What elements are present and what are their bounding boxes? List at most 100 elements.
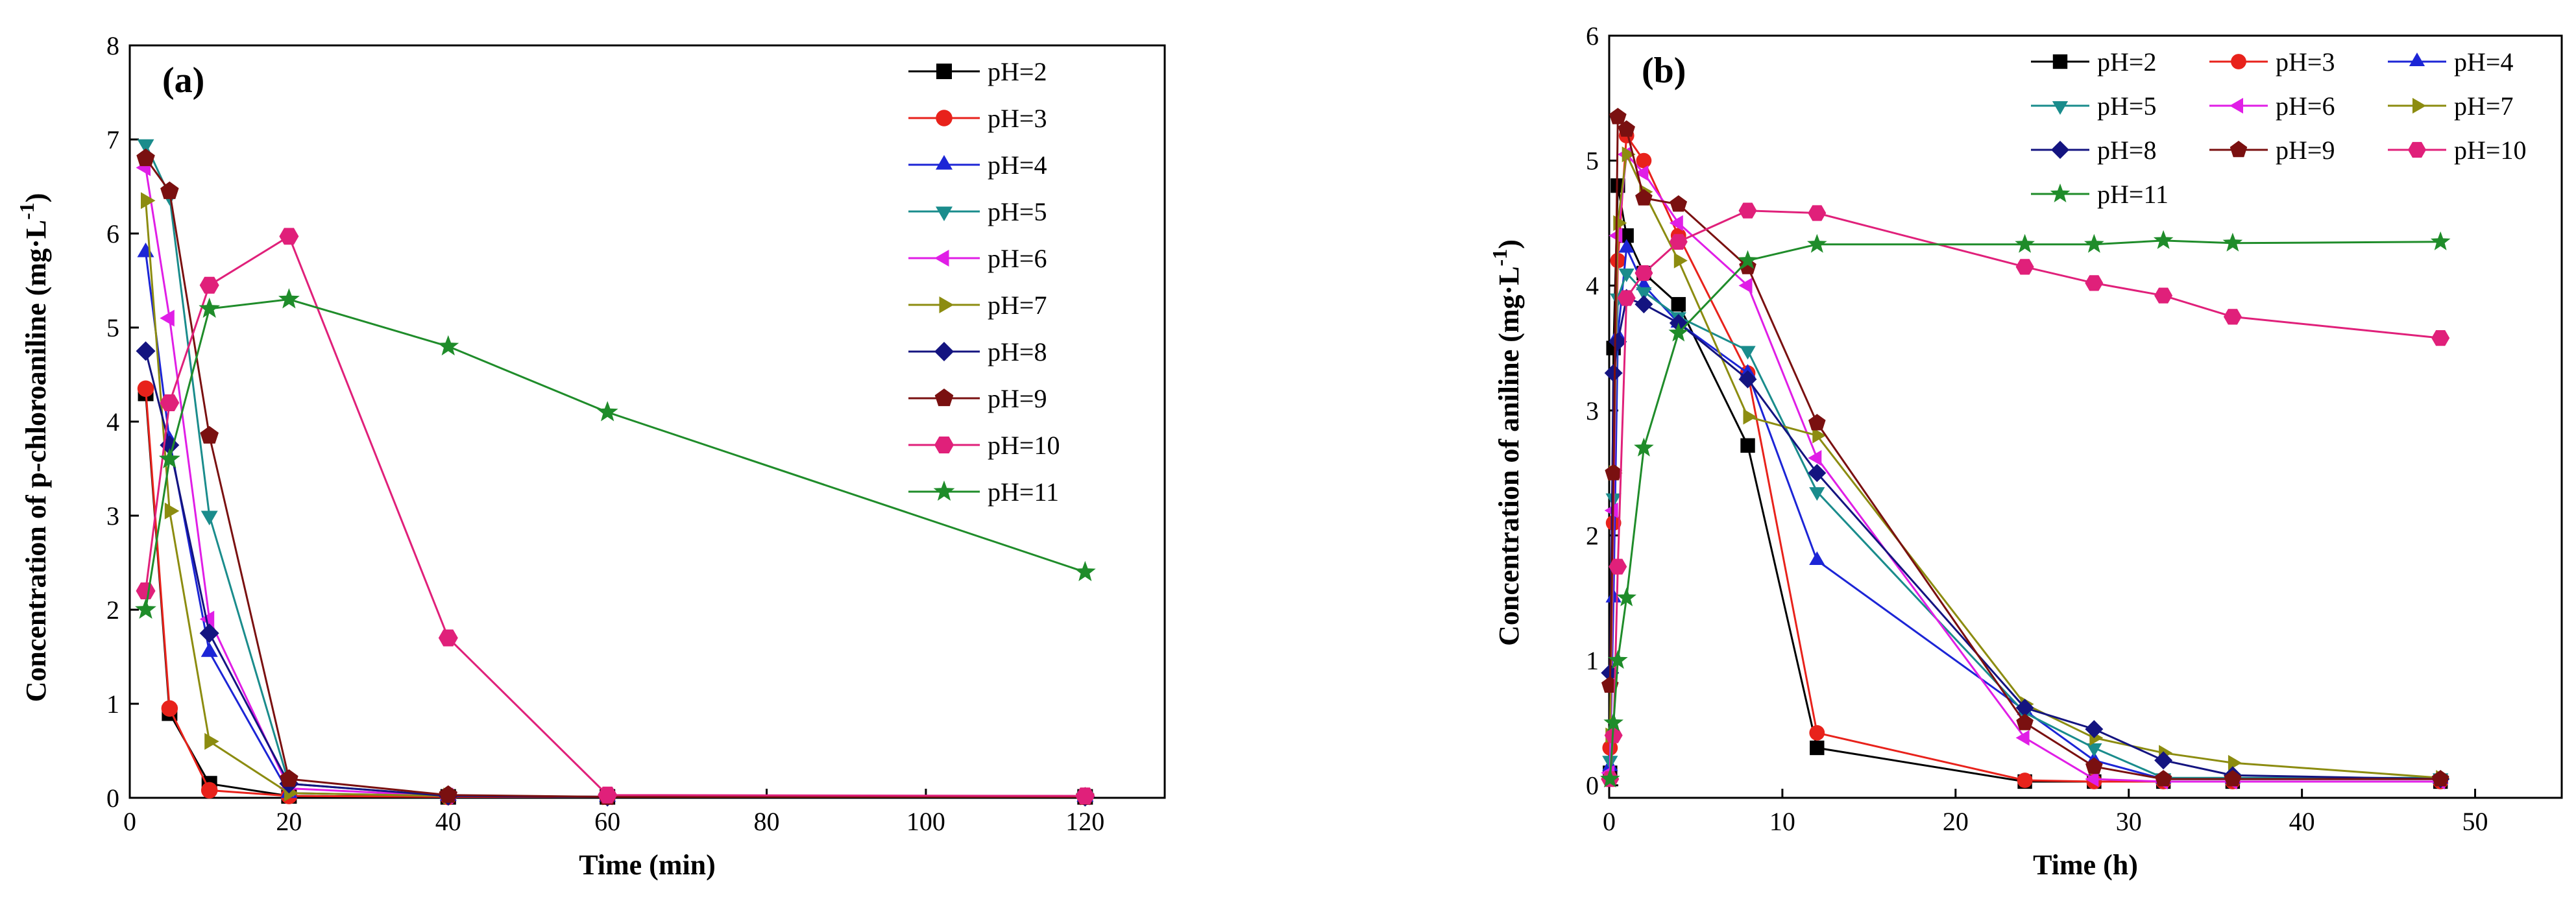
y-axis-title-main: Concentration of p-chloroaniline (mg·L [20, 220, 52, 702]
plot-frame [1608, 34, 2563, 799]
legend-label: pH=3 [2276, 47, 2335, 77]
y-axis-title-suffix: ) [1493, 239, 1525, 249]
legend-label: pH=9 [988, 384, 1047, 413]
series-ph-9 [136, 149, 1095, 805]
data-point [2017, 773, 2033, 788]
data-point [439, 785, 457, 803]
series-line [1609, 132, 2441, 783]
data-point [1738, 278, 1753, 294]
legend-item: pH=10 [908, 431, 1060, 460]
legend-item: pH=2 [908, 57, 1047, 86]
data-point [1808, 450, 1822, 466]
data-point [1617, 290, 1636, 306]
data-point [1670, 195, 1688, 212]
data-point [1809, 725, 1825, 741]
data-point [1809, 487, 1825, 501]
data-point [2015, 699, 2034, 717]
series-line [145, 393, 1086, 798]
data-point [1634, 165, 1649, 181]
legend-label: pH=2 [988, 57, 1047, 86]
legend-item: pH=5 [2031, 91, 2156, 121]
data-point [160, 394, 180, 411]
data-point [2228, 754, 2242, 771]
data-point [1636, 287, 1652, 301]
data-point [160, 181, 179, 199]
y-tick-label: 1 [1586, 646, 1599, 675]
data-point [2153, 230, 2174, 249]
legend-label: pH=2 [2097, 47, 2156, 77]
series-ph-4 [137, 243, 1094, 802]
legend-item: pH=4 [2388, 47, 2513, 77]
legend-marker [934, 437, 954, 453]
x-tick-label: 0 [1603, 807, 1616, 836]
data-point [1808, 464, 1827, 483]
series-ph-11 [135, 288, 1096, 619]
series-line [1609, 239, 2441, 780]
legend-marker [934, 342, 954, 361]
legend-marker [934, 250, 949, 267]
data-point [1740, 438, 1755, 453]
data-point [279, 228, 299, 245]
data-point [164, 502, 180, 520]
data-point [2084, 234, 2104, 253]
data-point [161, 700, 178, 717]
panel-label: (a) [162, 60, 204, 101]
data-point [1618, 120, 1635, 137]
data-point [141, 192, 156, 210]
y-tick-label: 5 [106, 313, 119, 342]
y-tick-label: 3 [1586, 396, 1599, 426]
data-point [2085, 720, 2104, 739]
data-point [199, 276, 219, 294]
y-axis-title: Concentration of aniline (mg·L-1) [1488, 239, 1525, 646]
data-point [1600, 769, 1620, 788]
data-point [2154, 770, 2172, 787]
legend-marker [933, 480, 955, 501]
data-point [1603, 712, 1623, 732]
data-point [278, 288, 300, 309]
data-point [1609, 558, 1627, 575]
legend: pH=2 pH=3 pH=4 pH=5 pH=6 pH=7 pH=8 pH=9 pH=10 pH=… [908, 57, 1060, 507]
legend-item: pH=8 [908, 337, 1047, 366]
data-point [2085, 757, 2103, 774]
data-point [1635, 189, 1653, 206]
legend-marker [2230, 141, 2248, 158]
series-ph-11 [1600, 230, 2451, 788]
data-point [200, 642, 218, 657]
legend-label: pH=8 [2097, 136, 2156, 165]
legend-item: pH=2 [2031, 47, 2156, 77]
legend-item: pH=10 [2388, 136, 2526, 165]
data-point [1808, 205, 1827, 221]
data-point [2015, 730, 2030, 746]
data-point [1738, 250, 1758, 269]
data-point [1739, 258, 1756, 274]
data-point [136, 149, 155, 167]
x-tick-label: 40 [435, 807, 461, 836]
y-tick-label: 1 [106, 689, 119, 719]
legend-label: pH=4 [2454, 47, 2513, 77]
data-point [1740, 346, 1756, 360]
data-point [1807, 234, 1827, 253]
data-point [1669, 234, 1688, 250]
legend-marker [936, 206, 953, 221]
data-point [1075, 787, 1095, 805]
legend-marker [939, 296, 954, 313]
legend-label: pH=5 [2097, 91, 2156, 121]
legend-item: pH=11 [908, 477, 1059, 507]
y-axis-title-main: Concentration of aniline (mg·L [1493, 266, 1525, 645]
data-point [1618, 269, 1634, 282]
data-point [136, 582, 156, 599]
series-ph-8 [1601, 289, 2450, 789]
data-point [1671, 296, 1686, 312]
data-point [1619, 228, 1634, 243]
legend-marker [936, 64, 952, 79]
legend-marker [2051, 141, 2069, 159]
legend-label: pH=9 [2276, 136, 2335, 165]
data-point [437, 335, 459, 355]
y-tick-label: 7 [106, 125, 119, 154]
y-tick-label: 6 [106, 219, 119, 248]
legend-marker [936, 110, 953, 126]
legend-label: pH=11 [2097, 180, 2169, 209]
data-point [1738, 202, 1757, 219]
y-tick-label: 2 [106, 595, 119, 625]
legend-label: pH=3 [988, 104, 1047, 133]
